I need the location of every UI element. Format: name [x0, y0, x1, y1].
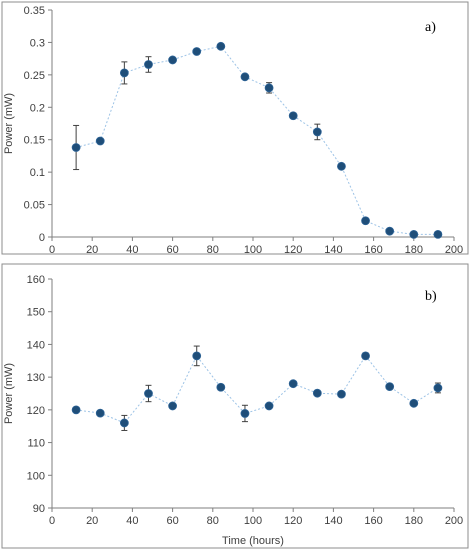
- data-point-a: [288, 111, 298, 121]
- data-point-b: [385, 382, 395, 392]
- panel-label-b: b): [425, 289, 437, 304]
- x-tick-label-b: 40: [126, 515, 138, 527]
- data-point-b: [71, 405, 81, 415]
- data-point-b: [312, 388, 322, 398]
- y-tick-label-b: 150: [27, 307, 45, 319]
- data-point-a: [119, 68, 129, 78]
- x-tick-label-a: 140: [324, 244, 342, 256]
- y-tick-label-a: 0.25: [24, 70, 45, 82]
- data-point-b: [337, 389, 346, 399]
- x-tick-label-b: 140: [324, 515, 342, 527]
- x-tick-label-a: 0: [49, 244, 55, 256]
- x-tick-label-a: 200: [445, 244, 463, 256]
- chart-frame-b: [1, 263, 469, 549]
- x-tick-label-b: 100: [244, 515, 262, 527]
- y-tick-label-a: 0.3: [30, 37, 45, 49]
- x-tick-label-a: 60: [166, 244, 178, 256]
- data-point-a: [168, 55, 178, 65]
- y-axis-title-a: Power (mW): [3, 93, 15, 154]
- x-tick-label-b: 160: [364, 515, 382, 527]
- x-tick-label-b: 180: [405, 515, 423, 527]
- data-point-b: [361, 351, 370, 361]
- data-point-a: [95, 136, 105, 146]
- x-tick-label-b: 0: [49, 515, 55, 527]
- y-tick-label-a: 0.1: [30, 167, 45, 179]
- x-tick-label-a: 80: [207, 244, 219, 256]
- x-tick-label-a: 40: [126, 244, 138, 256]
- data-point-b: [144, 389, 153, 398]
- data-point-a: [433, 230, 443, 239]
- y-tick-label-b: 110: [27, 438, 45, 450]
- data-point-a: [385, 226, 395, 236]
- y-tick-label-b: 140: [27, 339, 45, 351]
- data-point-a: [192, 47, 202, 56]
- data-point-b: [264, 401, 274, 411]
- x-axis-title-b: Time (hours): [222, 535, 284, 547]
- x-tick-label-a: 100: [244, 244, 262, 256]
- data-point-a: [337, 161, 346, 171]
- x-tick-label-a: 120: [284, 244, 302, 256]
- x-tick-label-b: 20: [86, 515, 98, 527]
- y-tick-label-b: 100: [27, 470, 45, 482]
- data-point-b: [240, 409, 250, 418]
- data-point-b: [192, 351, 202, 361]
- y-axis-title-b: Power (mW): [3, 363, 15, 424]
- y-tick-label-b: 130: [27, 372, 45, 384]
- series-line-b: [76, 354, 439, 424]
- data-point-a: [216, 41, 226, 51]
- x-tick-label-b: 60: [166, 515, 178, 527]
- data-point-a: [312, 127, 322, 137]
- y-tick-label-a: 0.35: [24, 5, 45, 17]
- chart-panel-b: 90 100 110 120 130 140 150 160 0 20 40 60 80 100 120 14…: [1, 263, 469, 549]
- data-point-a: [144, 60, 153, 69]
- y-tick-label-a: 0.15: [24, 135, 45, 147]
- panel-label-a: a): [425, 20, 436, 35]
- data-point-b: [119, 418, 129, 428]
- chart-frame-a: [1, 1, 469, 255]
- x-tick-label-b: 80: [207, 515, 219, 527]
- chart-panel-a: 0 0.05 0.1 0.15 0.2 0.25 0.3 0.35 0 20 40 60 80 100 12…: [1, 1, 469, 256]
- series-line-a: [75, 45, 438, 235]
- data-point-b: [95, 408, 105, 418]
- x-tick-label-a: 160: [364, 244, 382, 256]
- x-tick-label-b: 120: [284, 515, 302, 527]
- data-point-b: [168, 401, 178, 411]
- y-tick-label-a: 0.2: [30, 102, 45, 114]
- x-tick-label-b: 200: [445, 515, 463, 527]
- data-point-a: [264, 83, 274, 93]
- x-tick-label-a: 180: [405, 244, 423, 256]
- data-point-a: [409, 230, 419, 239]
- y-tick-label-a: 0: [39, 232, 45, 244]
- y-tick-label-b: 120: [27, 405, 45, 417]
- data-point-a: [240, 72, 250, 82]
- data-point-b: [288, 379, 298, 389]
- x-tick-label-a: 20: [86, 244, 98, 256]
- y-tick-label-b: 160: [27, 274, 45, 286]
- data-point-b: [216, 382, 226, 392]
- data-point-a: [361, 216, 370, 226]
- data-point-b: [433, 383, 443, 393]
- y-tick-label-b: 90: [33, 503, 45, 515]
- data-point-b: [409, 398, 419, 408]
- y-tick-label-a: 0.05: [24, 200, 45, 212]
- data-point-a: [71, 143, 81, 152]
